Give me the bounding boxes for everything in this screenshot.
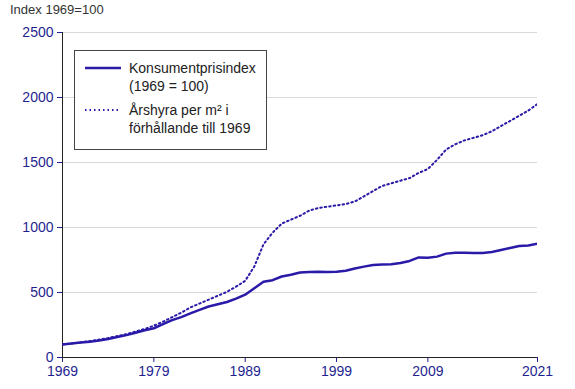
- svg-text:2000: 2000: [22, 89, 53, 105]
- svg-text:1999: 1999: [321, 363, 352, 379]
- html-text:Konsumentprisindex (1969 = 100: Konsumentprisindex (1969 = 100): [129, 60, 256, 94]
- html-text:Årshyra per m² i förhållande t: Årshyra per m² i förhållande till 1969: [129, 102, 251, 136]
- svg-text:500: 500: [30, 284, 54, 300]
- svg-text:1000: 1000: [22, 219, 53, 235]
- svg-text:1989: 1989: [230, 363, 261, 379]
- svg-text:1969: 1969: [47, 363, 78, 379]
- svg-text:1979: 1979: [138, 363, 169, 379]
- svg-text:1500: 1500: [22, 154, 53, 170]
- svg-text:0: 0: [45, 349, 54, 365]
- svg-text:2009: 2009: [412, 363, 443, 379]
- svg-text:2021: 2021: [522, 363, 553, 379]
- html-text:Index 1969=100: Index 1969=100: [10, 2, 104, 17]
- svg-text:2500: 2500: [22, 24, 53, 40]
